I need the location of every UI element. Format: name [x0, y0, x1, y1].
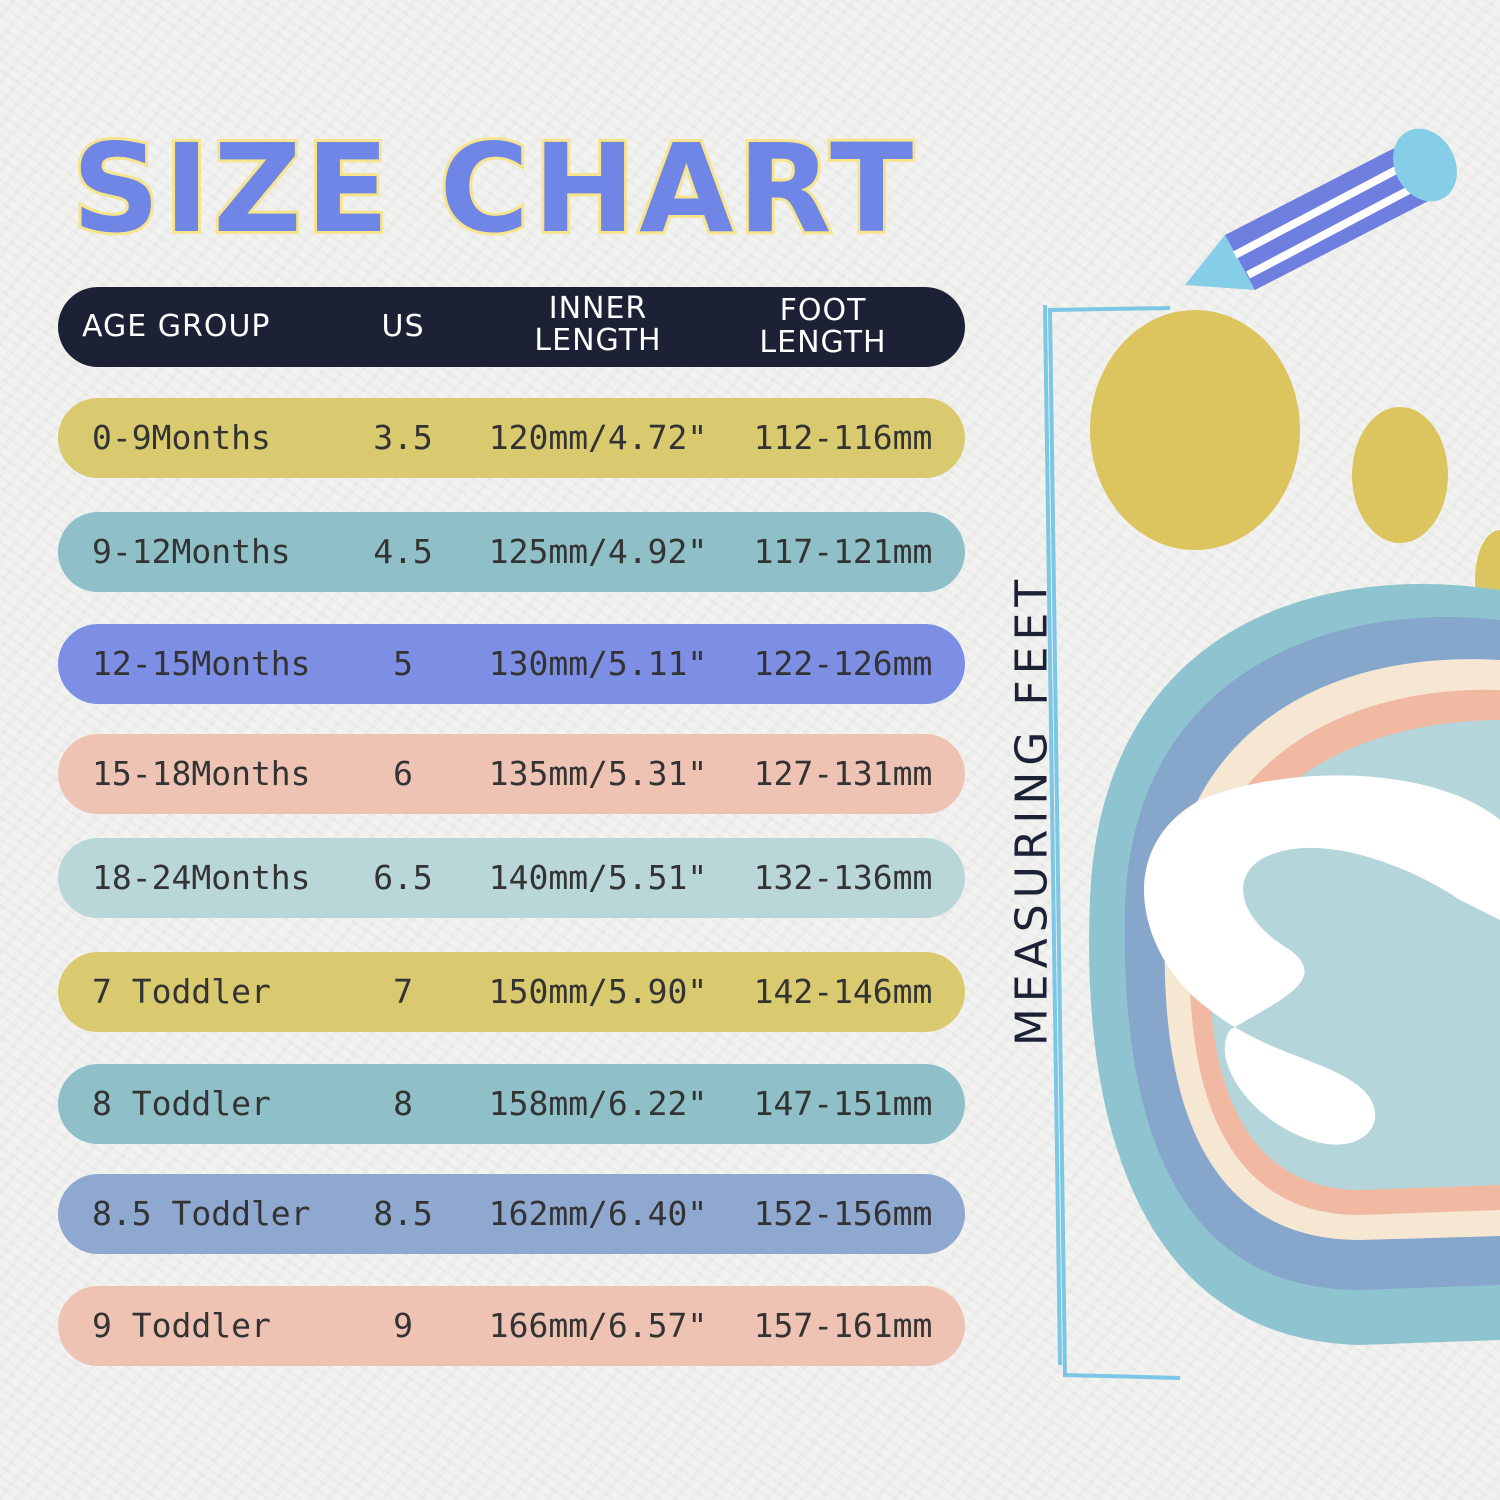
table-row: 8 Toddler 8 158mm/6.22" 147-151mm [58, 1064, 965, 1144]
inner-length-cell: 125mm/4.92" [488, 532, 708, 571]
age-group-cell: 8 Toddler [92, 1084, 271, 1123]
header-us: US [381, 309, 425, 344]
inner-length-cell: 158mm/6.22" [488, 1084, 708, 1123]
inner-length-cell: 162mm/6.40" [488, 1194, 708, 1233]
header-inner-length: INNER LENGTH [534, 291, 662, 358]
inner-length-cell: 135mm/5.31" [488, 754, 708, 793]
us-size-cell: 5 [393, 644, 413, 683]
table-row: 12-15Months 5 130mm/5.11" 122-126mm [58, 624, 965, 704]
us-size-cell: 6 [393, 754, 413, 793]
inner-length-cell: 150mm/5.90" [488, 972, 708, 1011]
measuring-feet-label: MEASURING FEET [1006, 573, 1058, 1047]
foot-length-cell: 157-161mm [753, 1306, 933, 1345]
foot-length-cell: 152-156mm [753, 1194, 933, 1233]
table-row: 9 Toddler 9 166mm/6.57" 157-161mm [58, 1286, 965, 1366]
foot-length-cell: 147-151mm [753, 1084, 933, 1123]
foot-length-cell: 127-131mm [753, 754, 933, 793]
page-title: SIZE CHART [69, 115, 918, 263]
inner-length-cell: 140mm/5.51" [488, 858, 708, 897]
foot-length-cell: 142-146mm [753, 972, 933, 1011]
header-foot-length: FOOT LENGTH [759, 293, 887, 360]
age-group-cell: 9-12Months [92, 532, 291, 571]
table-row: 9-12Months 4.5 125mm/4.92" 117-121mm [58, 512, 965, 592]
us-size-cell: 7 [393, 972, 413, 1011]
age-group-cell: 9 Toddler [92, 1306, 271, 1345]
table-header: AGE GROUP US INNER LENGTH FOOT LENGTH [58, 287, 965, 367]
header-age-group: AGE GROUP [82, 309, 271, 344]
table-row: 0-9Months 3.5 120mm/4.72" 112-116mm [58, 398, 965, 478]
foot-length-cell: 132-136mm [753, 858, 933, 897]
age-group-cell: 0-9Months [92, 418, 271, 457]
age-group-cell: 7 Toddler [92, 972, 271, 1011]
table-row: 15-18Months 6 135mm/5.31" 127-131mm [58, 734, 965, 814]
us-size-cell: 9 [393, 1306, 413, 1345]
us-size-cell: 8.5 [373, 1194, 433, 1233]
pencil-icon [1185, 128, 1457, 290]
us-size-cell: 8 [393, 1084, 413, 1123]
foot-length-cell: 117-121mm [753, 532, 933, 571]
inner-length-cell: 130mm/5.11" [488, 644, 708, 683]
us-size-cell: 3.5 [373, 418, 433, 457]
age-group-cell: 15-18Months [92, 754, 311, 793]
age-group-cell: 18-24Months [92, 858, 311, 897]
foot-length-cell: 112-116mm [753, 418, 933, 457]
age-group-cell: 8.5 Toddler [92, 1194, 311, 1233]
us-size-cell: 4.5 [373, 532, 433, 571]
foot-length-cell: 122-126mm [753, 644, 933, 683]
us-size-cell: 6.5 [373, 858, 433, 897]
inner-length-cell: 120mm/4.72" [488, 418, 708, 457]
inner-length-cell: 166mm/6.57" [488, 1306, 708, 1345]
measuring-bracket [1043, 304, 1181, 1380]
table-row: 7 Toddler 7 150mm/5.90" 142-146mm [58, 952, 965, 1032]
table-row: 18-24Months 6.5 140mm/5.51" 132-136mm [58, 838, 965, 918]
age-group-cell: 12-15Months [92, 644, 311, 683]
table-row: 8.5 Toddler 8.5 162mm/6.40" 152-156mm [58, 1174, 965, 1254]
